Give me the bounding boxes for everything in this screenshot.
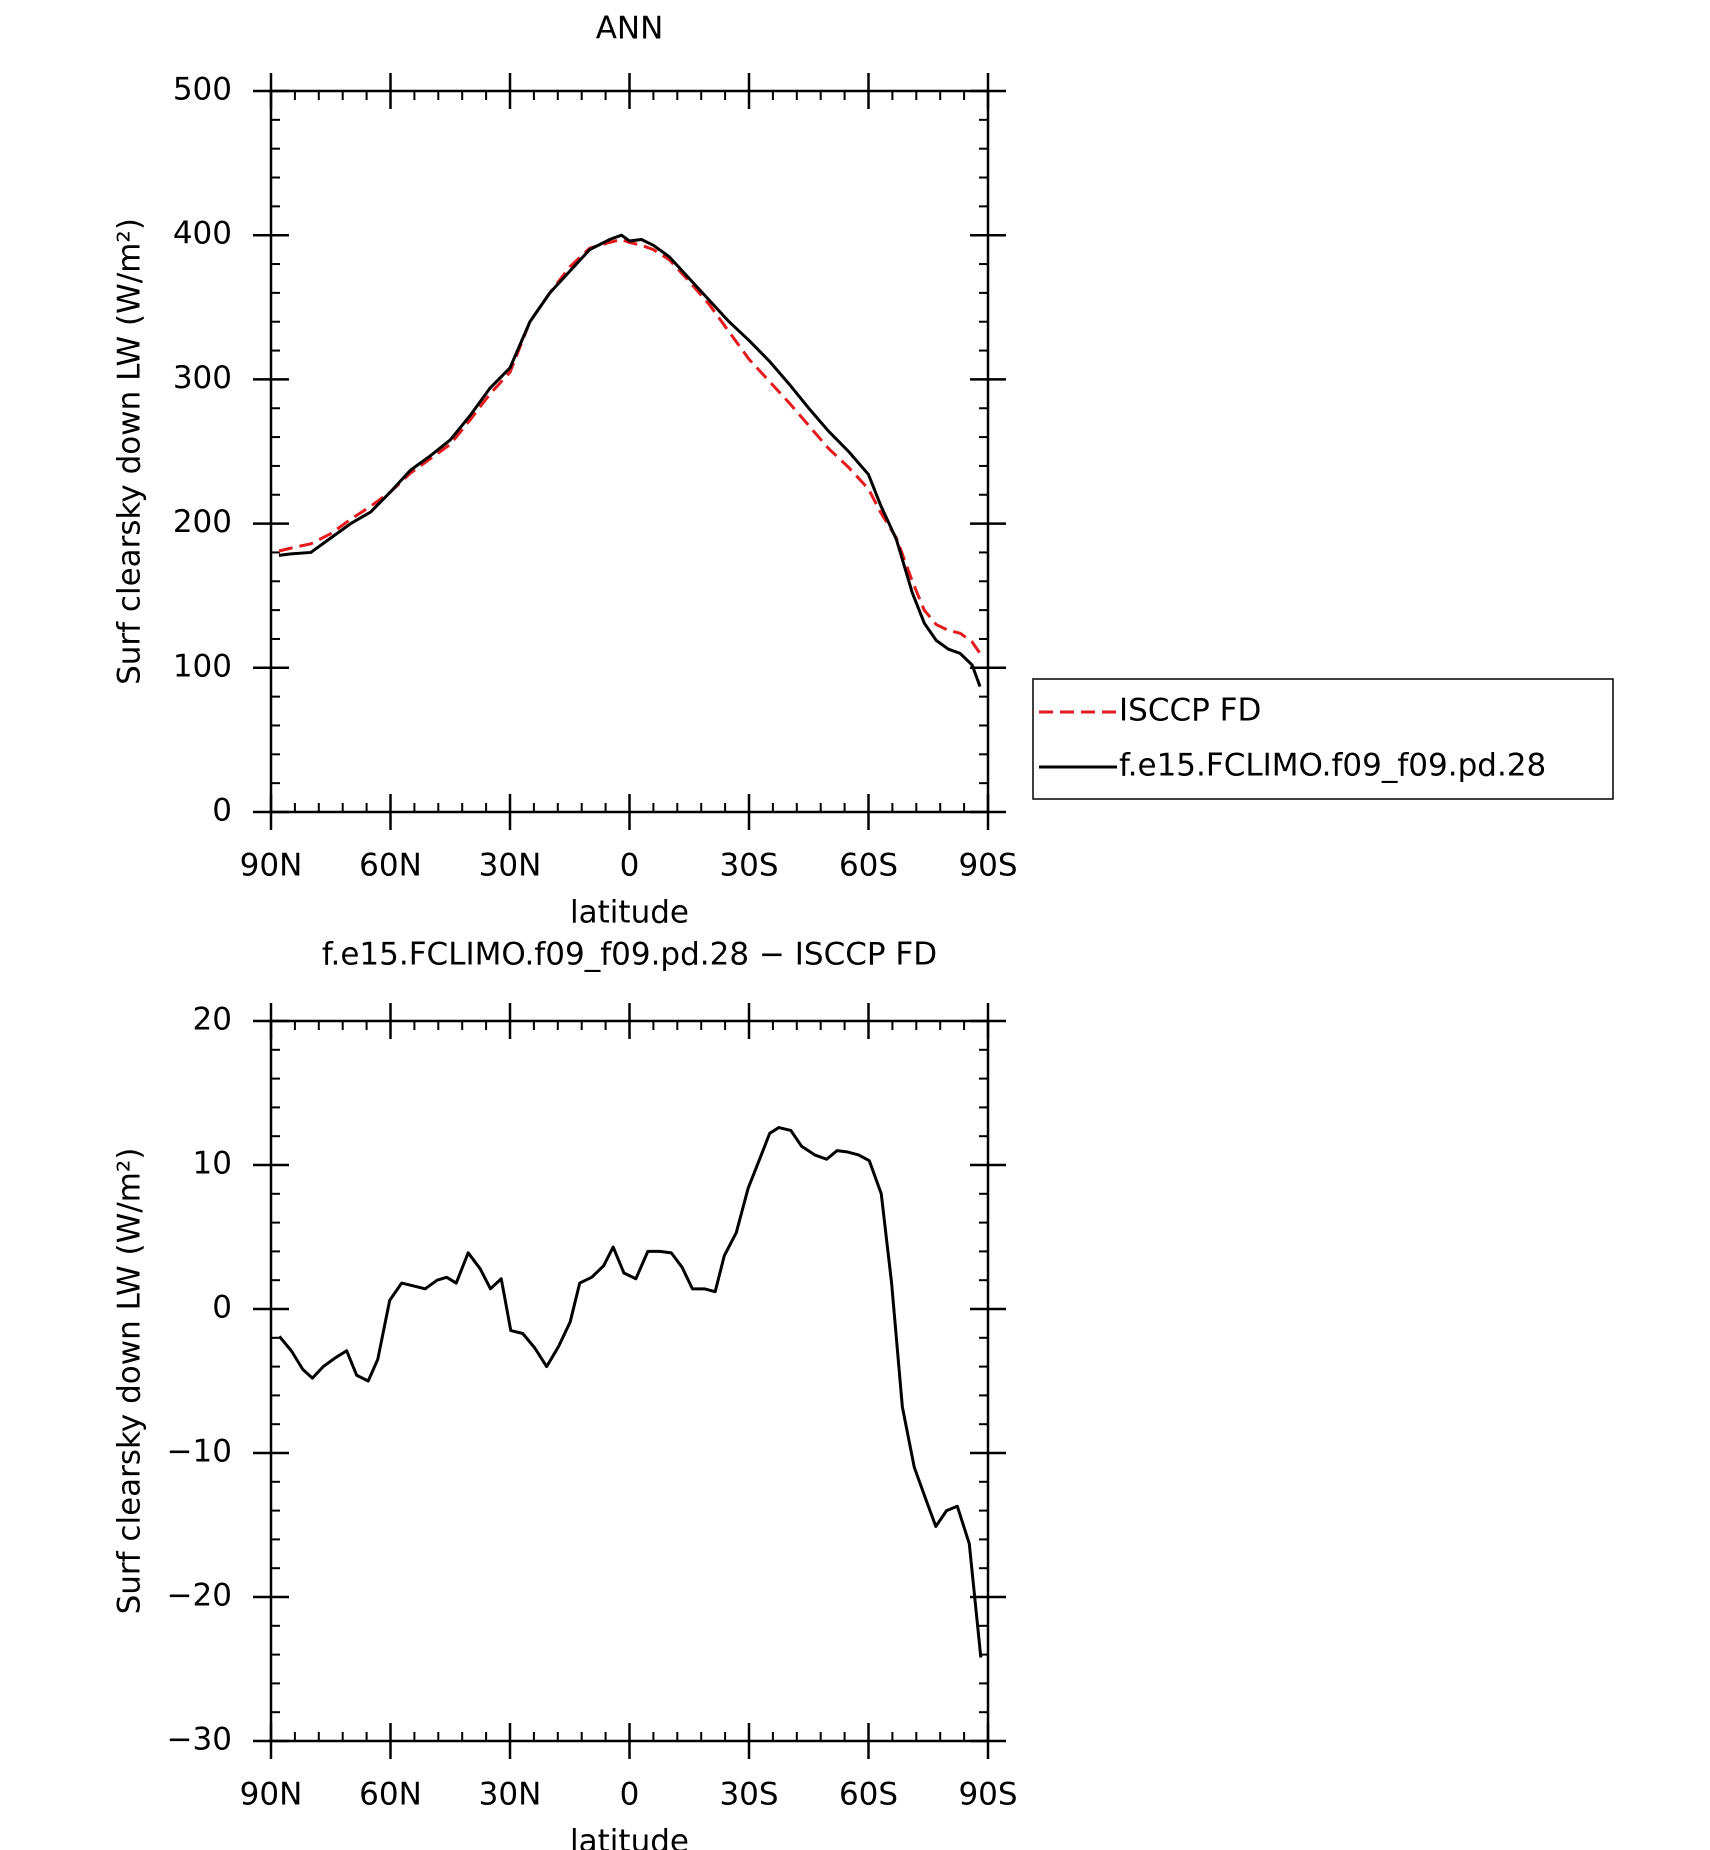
x-tick-label: 90N: [240, 848, 303, 884]
x-tick-label: 60N: [359, 1777, 422, 1813]
x-axis-label: latitude: [570, 895, 689, 931]
y-tick-label: 20: [193, 1002, 232, 1038]
y-tick-label: 200: [173, 504, 232, 540]
data-line: [278, 233, 982, 688]
y-tick-label: 400: [173, 216, 232, 252]
x-tick-label: 30S: [719, 848, 778, 884]
chart-title: ANN: [596, 11, 664, 47]
x-tick-label: 30N: [479, 1777, 542, 1813]
legend-label: ISCCP FD: [1119, 693, 1261, 729]
y-tick-label: −10: [167, 1434, 232, 1470]
x-axis-label: latitude: [570, 1824, 689, 1850]
y-tick-label: −30: [167, 1722, 232, 1758]
y-axis-label: Surf clearsky down LW (W/m²): [112, 218, 148, 685]
y-tick-label: 500: [173, 72, 232, 108]
x-tick-label: 30N: [479, 848, 542, 884]
legend-label: f.e15.FCLIMO.f09_f09.pd.28: [1119, 748, 1546, 784]
x-tick-label: 0: [620, 848, 640, 884]
data-line: [278, 238, 982, 655]
plot-frame: [269, 89, 990, 814]
y-axis-label: Surf clearsky down LW (W/m²): [112, 1148, 148, 1615]
y-tick-label: −20: [167, 1578, 232, 1614]
chart-title: f.e15.FCLIMO.f09_f09.pd.28 − ISCCP FD: [322, 937, 937, 973]
y-tick-label: 0: [212, 793, 232, 829]
y-tick-label: 100: [173, 648, 232, 684]
plot-frame: [269, 1019, 990, 1743]
x-tick-label: 90S: [958, 1777, 1017, 1813]
x-tick-label: 90S: [958, 848, 1017, 884]
x-tick-label: 0: [620, 1777, 640, 1813]
y-tick-label: 0: [212, 1290, 232, 1326]
x-tick-label: 60N: [359, 848, 422, 884]
x-tick-label: 60S: [839, 848, 898, 884]
x-tick-label: 30S: [719, 1777, 778, 1813]
y-tick-label: 300: [173, 360, 232, 396]
legend-box: [1032, 678, 1614, 800]
x-tick-label: 90N: [240, 1777, 303, 1813]
data-line: [278, 1126, 983, 1658]
x-tick-label: 60S: [839, 1777, 898, 1813]
y-tick-label: 10: [193, 1146, 232, 1182]
